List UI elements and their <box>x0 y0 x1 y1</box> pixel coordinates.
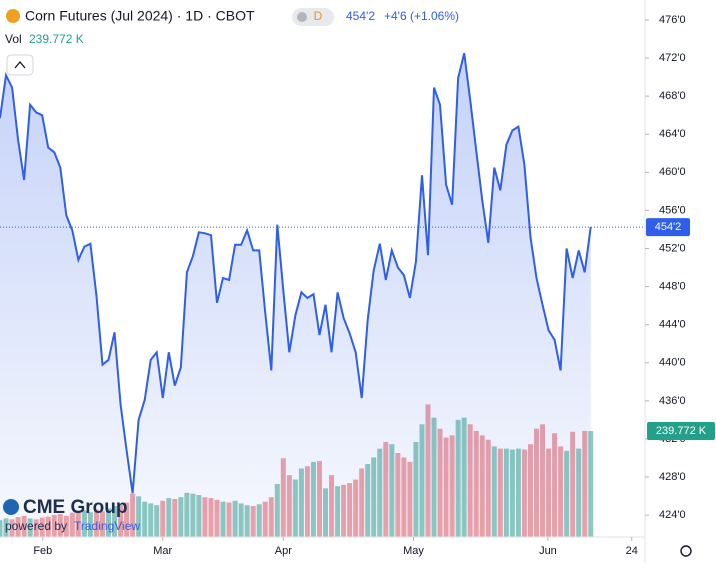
price-line <box>0 53 592 494</box>
collapse-button[interactable] <box>6 54 34 76</box>
price-area <box>0 53 591 538</box>
y-tick-label: 452'0 <box>659 242 686 254</box>
y-tick-label: 472'0 <box>659 52 686 64</box>
watermark: CME Group <box>23 497 128 518</box>
x-tick-label: Feb <box>33 545 52 557</box>
x-tick-label: May <box>403 545 424 557</box>
last-price-badge <box>646 218 690 237</box>
symbol-icon <box>6 9 20 23</box>
volume-last: 239.772 K <box>29 32 84 46</box>
last-price: 454'2 <box>346 9 375 23</box>
x-tick-label: Mar <box>153 545 172 557</box>
cme-logo <box>3 499 19 515</box>
price-layer <box>0 53 645 538</box>
powered-by: powered by <box>5 519 67 533</box>
chart-title: Corn Futures (Jul 2024) · 1D · CBOT <box>25 8 255 24</box>
y-tick-label: 444'0 <box>659 319 686 331</box>
x-tick-label: 24 <box>626 545 638 557</box>
settings-icon[interactable] <box>680 545 692 557</box>
last-price-label: 454'2 <box>655 221 682 233</box>
y-tick-label: 436'0 <box>659 395 686 407</box>
ticks: 424'0428'0432'0436'0440'0444'0448'0452'0… <box>33 14 715 557</box>
y-tick-label: 460'0 <box>659 166 686 178</box>
badge-dot <box>297 12 307 22</box>
powered-brand: TradingView <box>74 519 140 533</box>
volume-title: Vol <box>5 32 22 46</box>
y-tick-label: 448'0 <box>659 280 686 292</box>
x-tick-label: Jun <box>539 545 557 557</box>
price-change: +4'6 (+1.06%) <box>384 9 459 23</box>
collapse-icon <box>14 60 26 69</box>
y-tick-label: 476'0 <box>659 14 686 26</box>
y-tick-label: 424'0 <box>659 509 686 521</box>
y-tick-label: 468'0 <box>659 90 686 102</box>
y-tick-label: 428'0 <box>659 471 686 483</box>
x-tick-label: Apr <box>275 545 292 557</box>
volume-bar <box>588 431 594 537</box>
y-tick-label: 440'0 <box>659 357 686 369</box>
interval-badge: D <box>314 9 323 23</box>
y-tick-label: 464'0 <box>659 128 686 140</box>
y-tick-label: 456'0 <box>659 204 686 216</box>
volume-badge <box>647 422 715 441</box>
volume-badge-label: 239.772 K <box>656 425 707 437</box>
